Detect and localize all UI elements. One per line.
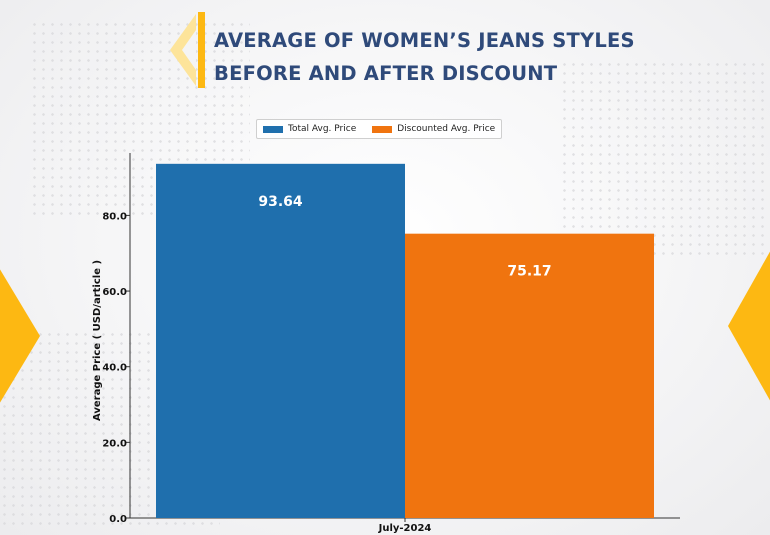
legend-item-total: Total Avg. Price (263, 124, 356, 134)
background-dots-top-right (560, 60, 770, 260)
legend-label-total: Total Avg. Price (288, 124, 357, 134)
title-chevron-inner (182, 30, 196, 70)
left-yellow-arrow-decoration (0, 266, 40, 406)
chart-legend: Total Avg. Price Discounted Avg. Price (256, 119, 503, 139)
chart-title-line-2: BEFORE AND AFTER DISCOUNT (214, 62, 558, 85)
y-tick-label: 80.0 (102, 211, 127, 222)
y-axis-label: Average Price ( USD/article ) (92, 260, 103, 421)
y-tick-label: 20.0 (102, 438, 127, 449)
y-tick-label: 60.0 (102, 287, 127, 298)
bar-total-avg-price (156, 163, 405, 518)
y-tick-label: 40.0 (102, 363, 127, 374)
chart-ticks: 0.0 20.0 40.0 60.0 80.0 July-2024 (102, 211, 431, 534)
bar-value-label: 75.17 (507, 264, 551, 280)
right-yellow-arrow-decoration (728, 248, 770, 404)
legend-swatch-total (263, 125, 283, 133)
y-tick-label: 0.0 (109, 514, 127, 525)
legend-swatch-discounted (372, 125, 393, 133)
legend-label-discounted: Discounted Avg. Price (397, 124, 496, 134)
legend-item-discounted: Discounted Avg. Price (372, 124, 495, 134)
x-tick-label: July-2024 (378, 523, 432, 534)
bar-value-label: 93.64 (258, 194, 303, 210)
chart-bars: 93.64 75.17 (156, 163, 654, 519)
bar-discounted-avg-price (405, 233, 654, 519)
chart-title-line-1: AVERAGE OF WOMEN’S JEANS STYLES (214, 29, 635, 52)
title-accent-bar (198, 12, 205, 88)
chart-title: AVERAGE OF WOMEN’S JEANS STYLES BEFORE A… (214, 24, 635, 90)
